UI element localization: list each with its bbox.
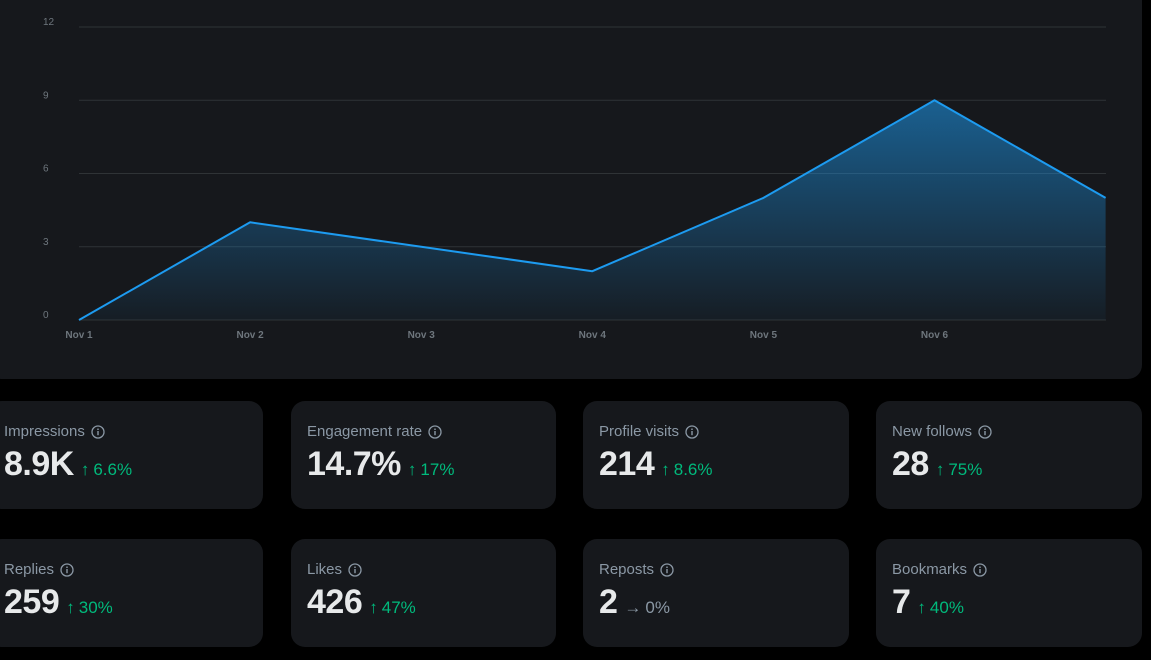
metric-card-bookmarks[interactable]: Bookmarks 7 ↑ 40% <box>876 539 1142 647</box>
metric-value: 214 <box>599 445 655 483</box>
info-icon[interactable] <box>60 563 74 577</box>
metric-card-new-follows[interactable]: New follows 28 ↑ 75% <box>876 401 1142 509</box>
change-value: 30% <box>78 598 113 617</box>
info-icon[interactable] <box>91 425 105 439</box>
change-value: 75% <box>948 460 983 479</box>
metric-change: ↑ 75% <box>936 460 983 480</box>
change-value: 0% <box>645 598 670 617</box>
arrow-right-icon: → <box>624 598 642 617</box>
metric-label: Engagement rate <box>307 423 423 440</box>
metric-value: 259 <box>4 583 60 621</box>
metric-label: Profile visits <box>599 423 680 440</box>
info-icon[interactable] <box>973 563 987 577</box>
metric-change: ↑ 47% <box>369 598 416 618</box>
arrow-up-icon: ↑ <box>80 460 90 479</box>
metric-change: ↑ 6.6% <box>81 460 132 480</box>
y-tick-label: 3 <box>43 237 49 248</box>
metric-label: New follows <box>892 423 973 440</box>
metric-label: Impressions <box>4 423 85 440</box>
metric-label: Reposts <box>599 561 655 578</box>
metric-card-replies[interactable]: Replies 259 ↑ 30% <box>0 539 263 647</box>
info-icon[interactable] <box>660 563 674 577</box>
change-value: 8.6% <box>673 460 713 479</box>
metric-change: ↑ 17% <box>408 460 455 480</box>
x-tick-label: Nov 6 <box>921 330 949 341</box>
metric-value: 426 <box>307 583 363 621</box>
metric-card-profile-visits[interactable]: Profile visits 214 ↑ 8.6% <box>583 401 849 509</box>
change-value: 47% <box>381 598 416 617</box>
metric-card-reposts[interactable]: Reposts 2 → 0% <box>583 539 849 647</box>
arrow-up-icon: ↑ <box>369 598 378 617</box>
metric-label: Bookmarks <box>892 561 968 578</box>
y-tick-label: 12 <box>43 17 55 28</box>
metric-card-likes[interactable]: Likes 426 ↑ 47% <box>291 539 556 647</box>
arrow-up-icon: ↑ <box>661 460 670 479</box>
info-icon[interactable] <box>685 425 699 439</box>
change-value: 17% <box>420 460 455 479</box>
impressions-area-chart: 0 3 6 9 12 Nov 1 Nov 2 Nov 3 Nov 4 Nov 5 Nov 6 <box>43 17 1107 341</box>
metric-value: 8.9K <box>4 445 74 483</box>
change-value: 40% <box>929 598 964 617</box>
x-tick-label: Nov 3 <box>408 330 436 341</box>
change-value: 6.6% <box>93 460 133 479</box>
metric-change: ↑ 8.6% <box>661 460 712 480</box>
info-icon[interactable] <box>348 563 362 577</box>
y-tick-label: 9 <box>43 90 49 101</box>
info-icon[interactable] <box>428 425 442 439</box>
x-tick-label: Nov 1 <box>65 330 93 341</box>
metric-change: ↑ 40% <box>917 598 964 618</box>
metric-value: 7 <box>892 583 911 621</box>
x-tick-label: Nov 2 <box>236 330 264 341</box>
arrow-up-icon: ↑ <box>935 460 945 479</box>
metric-change: ↑ 30% <box>66 598 113 618</box>
info-icon[interactable] <box>978 425 992 439</box>
metric-card-engagement-rate[interactable]: Engagement rate 14.7% ↑ 17% <box>291 401 556 509</box>
arrow-up-icon: ↑ <box>66 598 75 617</box>
arrow-up-icon: ↑ <box>407 460 417 479</box>
arrow-up-icon: ↑ <box>917 598 926 617</box>
metric-value: 14.7% <box>307 445 401 483</box>
x-tick-label: Nov 5 <box>750 330 778 341</box>
y-tick-label: 6 <box>43 164 49 175</box>
metric-card-impressions[interactable]: Impressions 8.9K ↑ 6.6% <box>0 401 263 509</box>
metric-label: Replies <box>4 561 55 578</box>
metric-label: Likes <box>307 561 343 578</box>
area-fill <box>79 100 1106 320</box>
x-tick-label: Nov 4 <box>579 330 607 341</box>
metric-value: 2 <box>599 583 618 621</box>
metric-change: → 0% <box>624 598 670 618</box>
metric-value: 28 <box>892 445 929 483</box>
y-tick-label: 0 <box>43 310 49 321</box>
